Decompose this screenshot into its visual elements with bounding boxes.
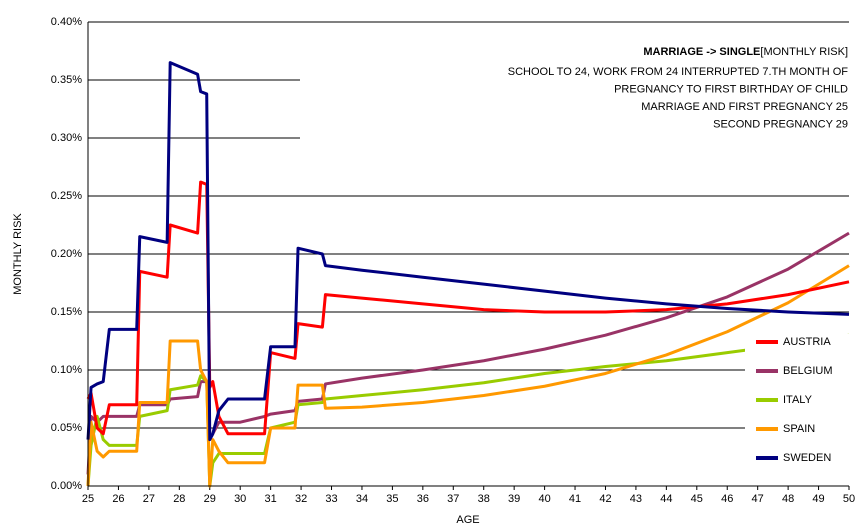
x-tick-label: 28 xyxy=(173,493,185,505)
x-tick-label: 50 xyxy=(843,493,855,505)
x-tick-label: 41 xyxy=(569,493,581,505)
x-tick-label: 33 xyxy=(325,493,337,505)
series-line xyxy=(86,180,850,436)
title-bold: MARRIAGE -> SINGLE xyxy=(643,46,760,58)
y-tick-label: 0.05% xyxy=(51,422,82,434)
x-tick-label: 37 xyxy=(447,493,459,505)
y-tick-label: 0.10% xyxy=(51,364,82,376)
y-tick-label: 0.15% xyxy=(51,306,82,318)
x-tick-label: 26 xyxy=(112,493,124,505)
x-tick-label: 36 xyxy=(417,493,429,505)
x-tick-label: 43 xyxy=(630,493,642,505)
y-tick-label: 0.20% xyxy=(51,248,82,260)
annotation: PREGNANCY TO FIRST BIRTHDAY OF CHILD xyxy=(614,83,848,95)
subtitle: [MONTHLY RISK] xyxy=(760,46,848,58)
legend-label: SPAIN xyxy=(783,423,815,435)
x-tick-label: 39 xyxy=(508,493,520,505)
x-tick-label: 35 xyxy=(386,493,398,505)
x-tick-label: 38 xyxy=(478,493,490,505)
y-axis-label: MONTHLY RISK xyxy=(12,213,24,295)
x-tick-label: 34 xyxy=(356,493,368,505)
x-tick-label: 49 xyxy=(812,493,824,505)
series-line xyxy=(86,61,850,442)
y-tick-label: 0.00% xyxy=(51,480,82,492)
x-tick-label: 46 xyxy=(721,493,733,505)
x-tick-label: 25 xyxy=(82,493,94,505)
x-tick-label: 44 xyxy=(660,493,672,505)
x-tick-label: 30 xyxy=(234,493,246,505)
legend-label: AUSTRIA xyxy=(783,336,831,348)
annotation: SCHOOL TO 24, WORK FROM 24 INTERRUPTED 7… xyxy=(508,66,849,78)
legend-label: BELGIUM xyxy=(783,365,833,377)
x-axis-label: AGE xyxy=(456,514,479,526)
x-tick-label: 42 xyxy=(599,493,611,505)
annotation: SECOND PREGNANCY 29 xyxy=(713,118,848,130)
series-line xyxy=(86,264,850,488)
legend-label: SWEDEN xyxy=(783,452,831,464)
annotation: MARRIAGE AND FIRST PREGNANCY 25 xyxy=(641,101,848,113)
legend-label: ITALY xyxy=(783,394,813,406)
x-tick-label: 45 xyxy=(691,493,703,505)
x-tick-label: 29 xyxy=(204,493,216,505)
x-tick-label: 48 xyxy=(782,493,794,505)
series-line xyxy=(86,333,850,488)
chart-title: MARRIAGE -> SINGLE[MONTHLY RISK] xyxy=(643,46,848,58)
x-tick-label: 47 xyxy=(752,493,764,505)
legend-box xyxy=(745,334,855,478)
series-line xyxy=(86,231,850,475)
x-tick-label: 40 xyxy=(538,493,550,505)
y-tick-label: 0.25% xyxy=(51,190,82,202)
x-tick-label: 32 xyxy=(295,493,307,505)
x-tick-label: 27 xyxy=(143,493,155,505)
y-tick-label: 0.40% xyxy=(51,16,82,28)
y-tick-label: 0.35% xyxy=(51,74,82,86)
x-tick-label: 31 xyxy=(265,493,277,505)
y-tick-label: 0.30% xyxy=(51,132,82,144)
annotation-box xyxy=(300,38,852,144)
